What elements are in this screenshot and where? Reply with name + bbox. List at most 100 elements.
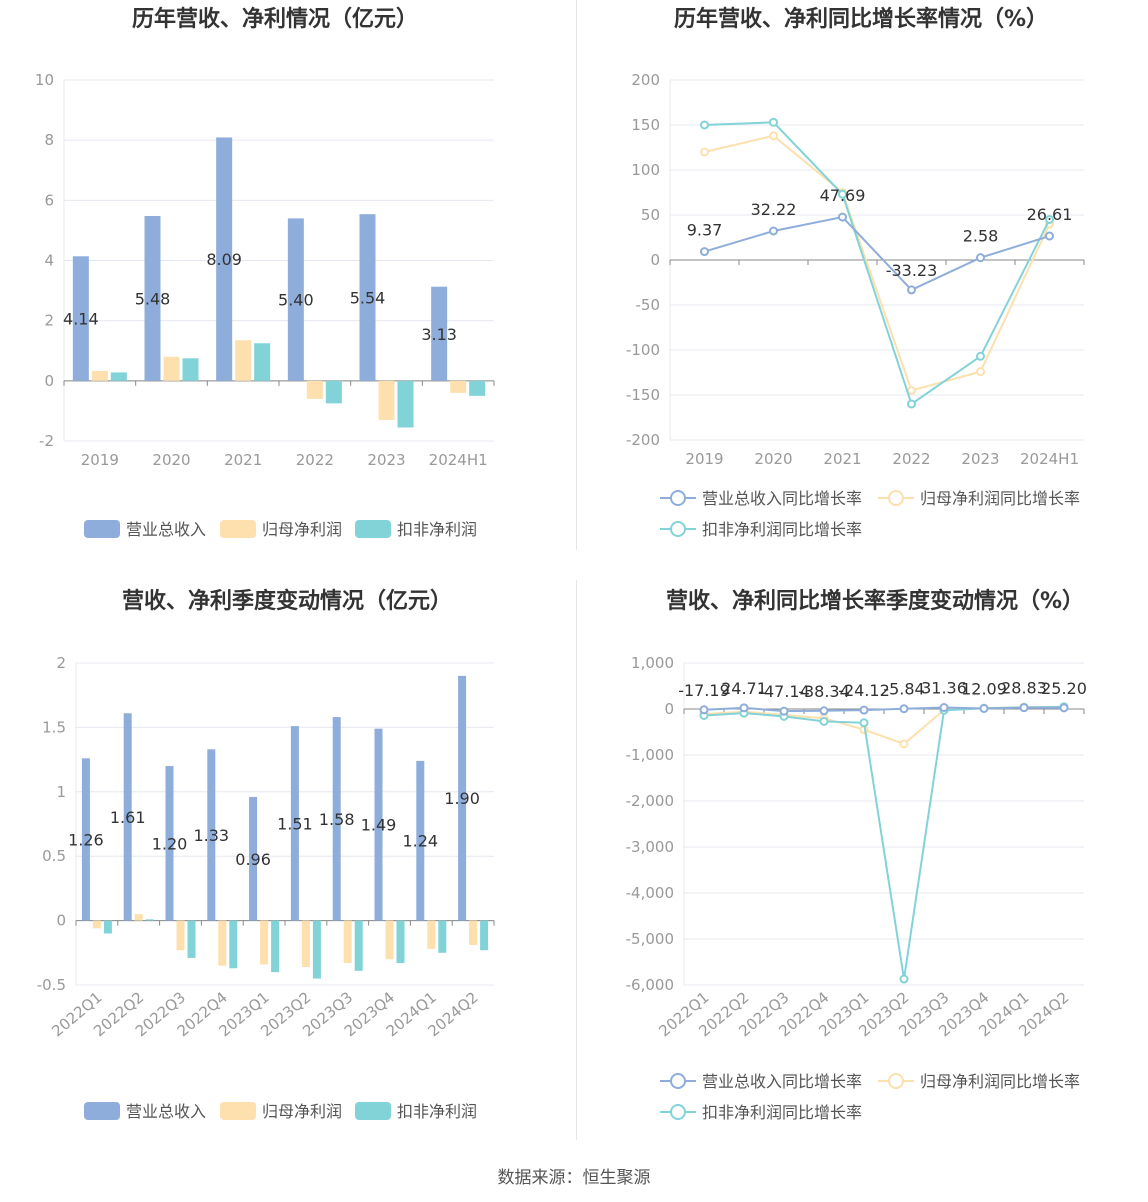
legend-label: 归母净利润同比增长率 bbox=[920, 1072, 1080, 1091]
legend-label: 扣非净利润同比增长率 bbox=[702, 1103, 862, 1122]
x-tick-label: 2022 bbox=[296, 451, 334, 469]
annual-values-panel: 历年营收、净利情况（亿元） -2 0 2 4 6 8 10 2019 2020 2021 2022 20… bbox=[0, 0, 574, 575]
x-tick-label: 2022 bbox=[892, 450, 930, 468]
y-tick-label: 8 bbox=[44, 131, 54, 149]
data-label: -47.14 bbox=[758, 682, 810, 701]
annual-growth-panel: 历年营收、净利同比增长率情况（%） -200 -150 -100 -50 0 50 100 15… bbox=[574, 0, 1148, 575]
bar bbox=[165, 766, 174, 921]
bar bbox=[218, 920, 227, 966]
data-label: 3.13 bbox=[421, 325, 457, 344]
data-label: -33.23 bbox=[886, 261, 938, 280]
bar bbox=[249, 796, 258, 921]
legend-swatch bbox=[355, 1102, 391, 1120]
data-point bbox=[838, 212, 847, 222]
data-label: 26.61 bbox=[1027, 205, 1073, 224]
y-tick-label: 0 bbox=[56, 912, 66, 930]
legend-item: 营业总收入 bbox=[84, 520, 206, 539]
quarterly-growth-chart: 营收、净利同比增长率季度变动情况（%） -6,000 -5,000 -4,000 -3,… bbox=[626, 588, 1087, 1122]
bar bbox=[103, 920, 112, 934]
chart-title: 营收、净利同比增长率季度变动情况（%） bbox=[666, 588, 1084, 614]
bar bbox=[290, 726, 299, 921]
y-tick-label: 2 bbox=[44, 312, 54, 330]
data-point bbox=[700, 247, 709, 257]
data-point bbox=[769, 117, 778, 127]
y-tick-label: 1.5 bbox=[42, 718, 66, 736]
series-line bbox=[704, 134, 1051, 392]
data-point bbox=[838, 189, 847, 199]
y-tick-label: 0.5 bbox=[42, 847, 66, 865]
data-label: 1.24 bbox=[402, 832, 438, 851]
legend-label: 扣非净利润 bbox=[397, 1102, 477, 1121]
data-point bbox=[899, 739, 909, 749]
legend-swatch-marker bbox=[888, 490, 904, 506]
y-tick-label: -5,000 bbox=[626, 930, 674, 948]
bar bbox=[325, 380, 342, 404]
legend-label: 归母净利润 bbox=[262, 520, 342, 539]
bar bbox=[72, 256, 89, 381]
bar bbox=[145, 919, 154, 921]
series-line bbox=[703, 706, 1065, 713]
y-tick-label: 150 bbox=[631, 116, 660, 134]
bar bbox=[343, 920, 352, 964]
legend-swatch bbox=[84, 520, 120, 538]
bar bbox=[385, 920, 394, 960]
data-point bbox=[976, 253, 985, 263]
y-tick-label: 0 bbox=[664, 700, 674, 718]
data-label: 2.58 bbox=[963, 227, 999, 246]
bar bbox=[312, 920, 321, 979]
data-label: 24.71 bbox=[721, 679, 767, 698]
data-point bbox=[819, 706, 829, 716]
quarterly-values-chart: 营收、净利季度变动情况（亿元）-0.500.511.522022Q12022Q2… bbox=[37, 588, 495, 1121]
data-label: 1.90 bbox=[444, 789, 480, 808]
y-tick-label: -50 bbox=[636, 296, 661, 314]
legend-swatch-marker bbox=[670, 1073, 686, 1089]
data-point bbox=[976, 367, 985, 377]
data-label: 1.51 bbox=[277, 814, 313, 833]
y-tick-label: 4 bbox=[44, 252, 54, 270]
legend-swatch bbox=[220, 1102, 256, 1120]
data-label: 1.58 bbox=[319, 810, 355, 829]
y-tick-label: 100 bbox=[631, 161, 660, 179]
bar bbox=[397, 380, 414, 428]
quarterly-growth-panel: 营收、净利同比增长率季度变动情况（%） -6,000 -5,000 -4,000 -3,… bbox=[574, 575, 1148, 1155]
legend-item: 扣非净利润同比增长率 bbox=[660, 520, 862, 539]
bar bbox=[354, 920, 363, 971]
chart-title: 历年营收、净利情况（亿元） bbox=[132, 6, 418, 32]
data-point bbox=[700, 147, 709, 157]
chart-title: 历年营收、净利同比增长率情况（%） bbox=[674, 6, 1048, 32]
y-tick-label: -4,000 bbox=[626, 884, 674, 902]
bar bbox=[374, 728, 383, 921]
legend-swatch-marker bbox=[670, 1104, 686, 1120]
bar bbox=[416, 760, 425, 921]
data-label: 5.54 bbox=[350, 289, 386, 308]
bar bbox=[81, 758, 90, 921]
bar bbox=[427, 920, 436, 949]
x-tick-label: 2023 bbox=[961, 450, 999, 468]
bar bbox=[92, 920, 101, 929]
data-label: 25.20 bbox=[1041, 679, 1087, 698]
y-tick-label: 0 bbox=[44, 372, 54, 390]
data-label: 31.36 bbox=[921, 679, 967, 698]
data-label: -5.84 bbox=[883, 680, 924, 699]
data-point bbox=[899, 704, 909, 714]
bar bbox=[480, 920, 489, 951]
data-point bbox=[739, 703, 749, 713]
annual-values-chart: 历年营收、净利情况（亿元） -2 0 2 4 6 8 10 2019 2020 2021 2022 20… bbox=[35, 6, 495, 539]
bar bbox=[134, 914, 143, 921]
data-label: 8.09 bbox=[206, 250, 242, 269]
y-tick-label: 1 bbox=[56, 783, 66, 801]
bar bbox=[438, 920, 447, 953]
annual-growth-chart: 历年营收、净利同比增长率情况（%） -200 -150 -100 -50 0 50 100 15… bbox=[626, 6, 1085, 539]
y-tick-label: 10 bbox=[35, 71, 54, 89]
y-tick-label: -100 bbox=[626, 341, 660, 359]
bar bbox=[110, 372, 127, 381]
legend-label: 归母净利润同比增长率 bbox=[920, 489, 1080, 508]
legend-item: 归母净利润 bbox=[220, 1102, 342, 1121]
legend-label: 扣非净利润同比增长率 bbox=[702, 520, 862, 539]
legend-item: 归母净利润同比增长率 bbox=[878, 489, 1080, 508]
bar bbox=[229, 920, 238, 969]
bar bbox=[207, 749, 216, 921]
data-label: 5.48 bbox=[135, 289, 171, 308]
series-line bbox=[704, 121, 1051, 406]
data-label: 9.37 bbox=[687, 221, 723, 240]
